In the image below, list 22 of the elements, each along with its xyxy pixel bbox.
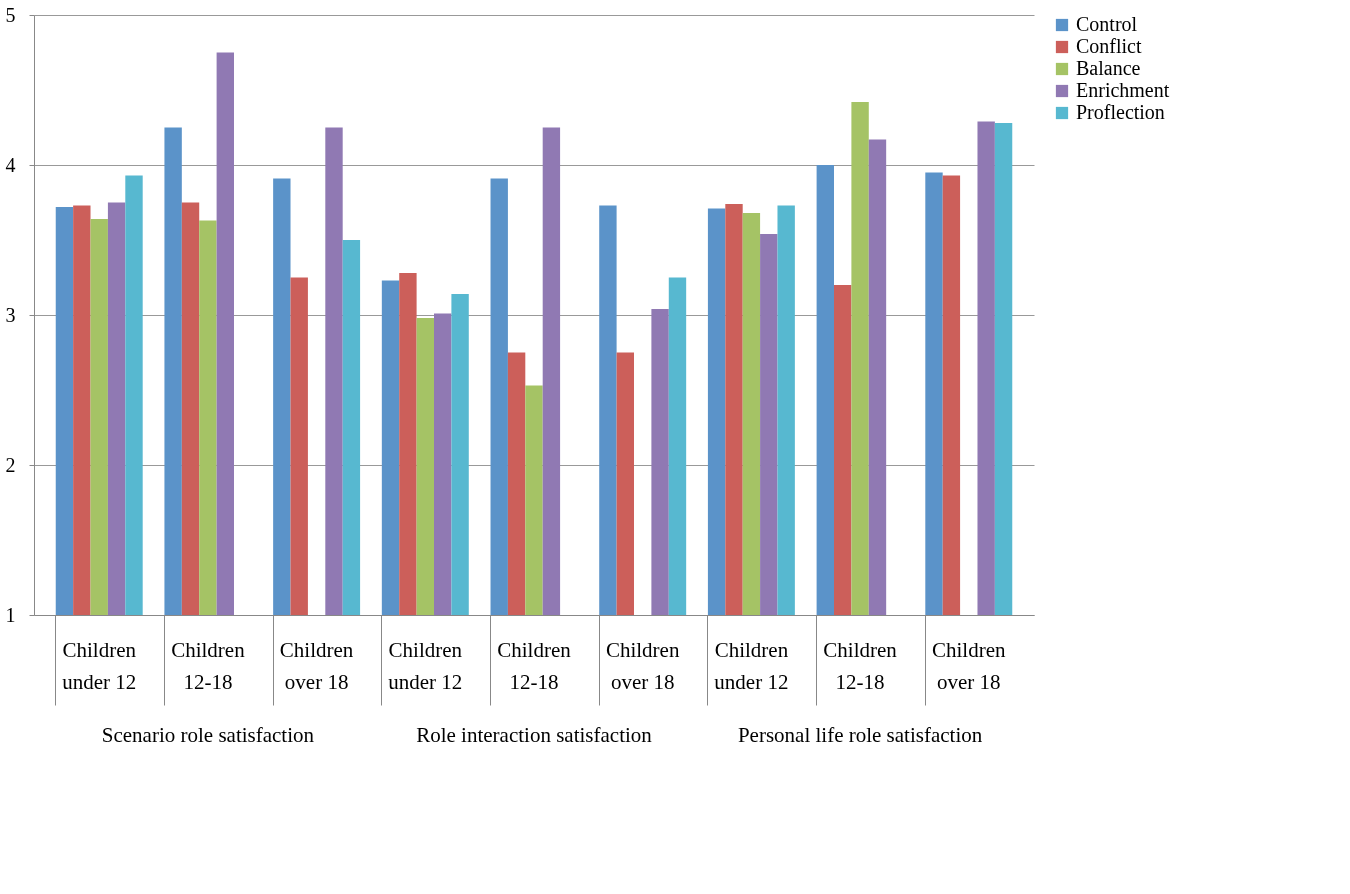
x-tick-label: Children 12-18 [171, 638, 246, 694]
legend-label: Control [1076, 13, 1138, 35]
legend-label: Conflict [1076, 35, 1142, 57]
y-tick-label: 1 [5, 603, 16, 626]
y-tick-label: 5 [5, 3, 16, 26]
x-tick-label: Children 12-18 [497, 638, 572, 694]
y-tick-label: 4 [5, 153, 16, 176]
x-tick-label: Children under 12 [714, 638, 789, 694]
legend-label: Balance [1076, 57, 1141, 79]
x-tick-label: Children over 18 [279, 638, 354, 694]
x-tick-label: Children over 18 [605, 638, 680, 694]
x-tick-label: Children over 18 [932, 638, 1007, 694]
y-tick-label: 3 [5, 303, 16, 326]
text: Scenario role satisfaction [101, 723, 315, 747]
text: Role interaction satisfaction [416, 723, 653, 747]
x-tick-label: Children 12-18 [823, 638, 898, 694]
legend-label: Enrichment [1076, 79, 1170, 101]
text: Personal life role satisfaction [737, 723, 983, 747]
x-tick-label: Children under 12 [388, 638, 463, 694]
x-tick-label: Children under 12 [62, 638, 137, 694]
y-tick-label: 2 [5, 453, 16, 476]
legend-label: Proflection [1076, 101, 1165, 123]
